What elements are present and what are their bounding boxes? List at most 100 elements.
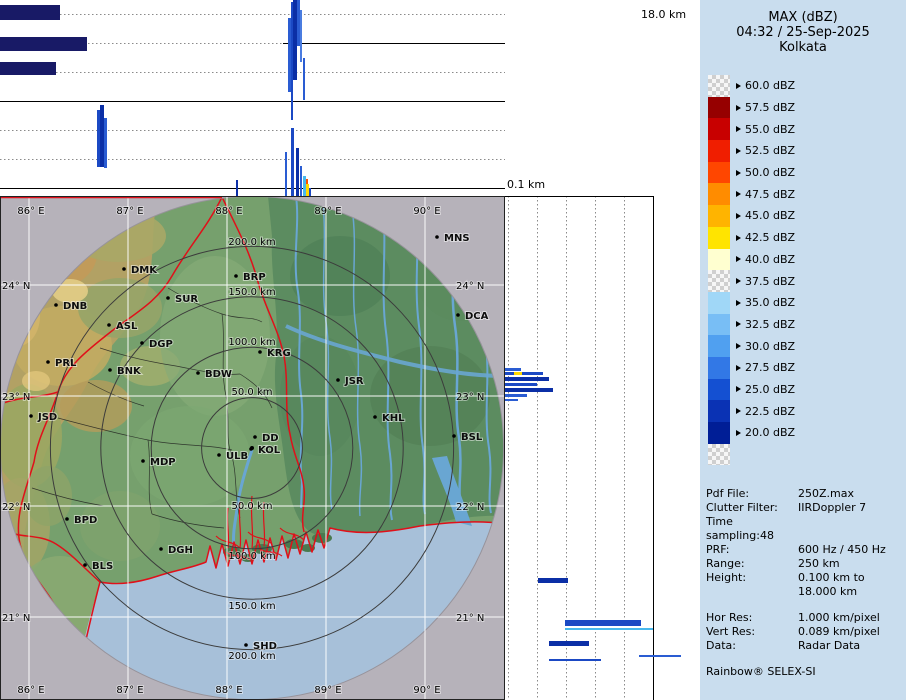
longitude-label: 87° E bbox=[116, 206, 143, 217]
echo-bar bbox=[505, 372, 543, 375]
echo-bar bbox=[296, 148, 299, 196]
info-label: Height: bbox=[706, 571, 747, 585]
echo-bar bbox=[236, 180, 238, 196]
scale-value-label: 45.0 dBZ bbox=[745, 209, 796, 223]
legend-scale-row: 55.0 dBZ bbox=[700, 118, 906, 141]
city-dot bbox=[29, 414, 33, 418]
city-label: MDP bbox=[150, 457, 176, 468]
scale-arrow-icon bbox=[736, 256, 741, 263]
echo-bar bbox=[291, 2, 293, 120]
scale-value-label: 55.0 dBZ bbox=[745, 122, 796, 136]
city-markers: MNS DMK BRP SUR DNB DCA ASL DGP KRG PRL BNK BDW JSR J… bbox=[29, 232, 490, 653]
echo-bar bbox=[300, 166, 302, 196]
scale-arrow-icon bbox=[736, 364, 741, 371]
scale-value-label: 30.0 dBZ bbox=[745, 339, 796, 353]
echo-bars-top-projection bbox=[0, 0, 311, 196]
info-value: IIRDoppler 7 bbox=[798, 501, 867, 515]
legend-scale-row: 22.5 dBZ bbox=[700, 400, 906, 422]
legend-scale-row: 20.0 dBZ bbox=[700, 422, 906, 444]
city-label: ULB bbox=[226, 451, 248, 462]
scale-value-label: 27.5 dBZ bbox=[745, 361, 796, 375]
scale-value-label: 22.5 dBZ bbox=[745, 404, 796, 418]
info-value: 0.089 km/pixel bbox=[798, 625, 880, 639]
legend-scale-row: 45.0 dBZ bbox=[700, 205, 906, 227]
scale-arrow-icon bbox=[736, 191, 741, 198]
scale-arrow-icon bbox=[736, 169, 741, 176]
info-label: Hor Res: bbox=[706, 611, 753, 625]
echo-bar bbox=[97, 110, 100, 167]
echo-bar bbox=[565, 628, 653, 630]
legend-scale-row: 50.0 dBZ bbox=[700, 161, 906, 184]
range-rings bbox=[49, 245, 455, 651]
legend-scale-row: 47.5 dBZ bbox=[700, 183, 906, 206]
product-title: MAX (dBZ) bbox=[768, 10, 838, 25]
scale-value-label: 52.5 dBZ bbox=[745, 144, 796, 158]
city-label: BRP bbox=[243, 272, 266, 283]
city-label: KHL bbox=[382, 413, 405, 424]
longitude-label: 90° E bbox=[413, 685, 440, 696]
min-height-label: 0.1 km bbox=[507, 178, 546, 191]
echo-bar bbox=[639, 655, 681, 657]
color-swatch bbox=[708, 422, 730, 444]
info-label bbox=[706, 585, 798, 599]
range-ring-label: 200.0 km bbox=[228, 237, 275, 248]
color-swatch bbox=[708, 443, 730, 466]
color-swatch bbox=[708, 313, 730, 336]
echo-bar bbox=[538, 578, 568, 583]
station-name: Kolkata bbox=[779, 40, 827, 55]
city-dot bbox=[83, 563, 87, 567]
echo-bar bbox=[565, 620, 641, 626]
info-row: Data: Radar Data bbox=[706, 639, 906, 653]
longitude-label: 88° E bbox=[215, 206, 242, 217]
echo-bar bbox=[505, 383, 537, 386]
echo-bar bbox=[297, 0, 300, 46]
scale-value-label: 37.5 dBZ bbox=[745, 274, 796, 288]
latitude-label: 22° N bbox=[2, 502, 30, 513]
echo-bar bbox=[300, 10, 302, 62]
scale-arrow-icon bbox=[736, 429, 741, 436]
latlon-grid bbox=[0, 196, 505, 700]
dbz-color-scale: 60.0 dBZ 57.5 dBZ 55.0 dBZ 52.5 dBZ 50.0 dBZ… bbox=[700, 75, 906, 466]
city-label: DGH bbox=[168, 545, 193, 556]
echo-bar bbox=[306, 179, 308, 184]
latitude-label: 22° N bbox=[456, 502, 484, 513]
city-dot bbox=[217, 453, 221, 457]
info-row: Time sampling:48 bbox=[706, 515, 906, 543]
info-row: Range: 250 km bbox=[706, 557, 906, 571]
info-value: 18.000 km bbox=[798, 585, 858, 599]
longitude-label: 88° E bbox=[215, 685, 242, 696]
city-dot bbox=[108, 368, 112, 372]
city-dot bbox=[46, 360, 50, 364]
echo-bar bbox=[549, 659, 601, 661]
software-brand: Rainbow® SELEX-SI bbox=[706, 665, 816, 679]
range-ring-label: 50.0 km bbox=[232, 501, 273, 512]
legend-scale-row: 25.0 dBZ bbox=[700, 378, 906, 401]
info-value: 600 Hz / 450 Hz bbox=[798, 543, 886, 557]
scale-value-label: 50.0 dBZ bbox=[745, 166, 796, 180]
info-label: Pdf File: bbox=[706, 487, 750, 501]
color-swatch bbox=[708, 183, 730, 206]
info-value: 250 km bbox=[798, 557, 840, 571]
echo-bars-side-projection bbox=[505, 368, 681, 661]
echo-bar bbox=[505, 399, 518, 401]
info-row: Pdf File: 250Z.max bbox=[706, 487, 906, 501]
scale-value-label: 40.0 dBZ bbox=[745, 252, 796, 266]
latitude-label: 21° N bbox=[2, 613, 30, 624]
echo-bar bbox=[505, 394, 527, 397]
color-swatch bbox=[708, 400, 730, 422]
city-dot bbox=[456, 313, 460, 317]
city-label: JSD bbox=[37, 412, 57, 423]
legend-scale-row: 57.5 dBZ bbox=[700, 96, 906, 119]
echo-bar bbox=[0, 37, 87, 51]
scale-arrow-icon bbox=[736, 343, 741, 350]
info-label: Vert Res: bbox=[706, 625, 756, 639]
legend-panel: MAX (dBZ) 04:32 / 25-Sep-2025 Kolkata 60… bbox=[700, 0, 906, 700]
scale-arrow-icon bbox=[736, 234, 741, 241]
color-swatch bbox=[708, 248, 730, 271]
range-ring-label: 150.0 km bbox=[228, 601, 275, 612]
longitude-label: 90° E bbox=[413, 206, 440, 217]
product-datetime: 04:32 / 25-Sep-2025 bbox=[736, 25, 870, 40]
top-projection-panel bbox=[0, 0, 700, 196]
legend-scale-row: 42.5 dBZ bbox=[700, 226, 906, 249]
scale-value-label: 35.0 dBZ bbox=[745, 296, 796, 310]
